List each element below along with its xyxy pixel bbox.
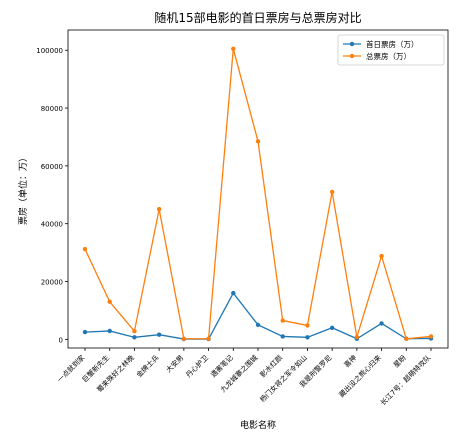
y-tick-label: 100000	[36, 47, 63, 55]
legend-box	[337, 34, 445, 66]
series-1-point	[255, 322, 261, 328]
series-1-point	[280, 334, 285, 339]
series-2-point	[428, 334, 434, 339]
series-1-point	[82, 329, 88, 335]
series-2-point	[132, 329, 137, 334]
x-tick-label: 遇害笔记	[209, 353, 235, 379]
legend-marker-1	[349, 41, 355, 47]
x-tick-label: 大安男	[164, 353, 185, 374]
series-2-point	[255, 139, 261, 144]
series-layer	[82, 46, 434, 342]
y-axis-ticks: 0 20000 40000 60000 80000 100000	[36, 47, 68, 344]
series-2-point	[181, 336, 187, 341]
legend: 首日票房（万） 总票房（万）	[337, 34, 445, 66]
legend-marker-2	[349, 53, 355, 59]
y-tick-label: 60000	[41, 163, 63, 171]
series-2-point	[329, 189, 335, 195]
y-tick-label: 20000	[41, 279, 63, 287]
y-tick-label: 0	[59, 336, 63, 344]
x-tick-label: 藏出没之熊心归来	[337, 353, 383, 399]
series-2-point	[107, 299, 112, 304]
series-1-point	[107, 328, 112, 334]
series-1-point	[156, 332, 162, 337]
x-tick-label: 喜神	[342, 353, 358, 369]
legend-label-1: 首日票房（万）	[366, 39, 419, 49]
series-line-2	[84, 48, 432, 340]
x-tick-label: 杨门女将之军令如山	[258, 353, 309, 404]
series-2-point	[354, 334, 360, 340]
series-2-point	[206, 336, 211, 341]
series-1-point	[329, 325, 335, 330]
series-1-point	[132, 335, 137, 340]
x-tick-label: 星盼	[392, 354, 408, 370]
series-2-point	[404, 336, 409, 341]
series-2-point	[82, 246, 88, 252]
chart-title: 随机15部电影的首日票房与总票房对比	[154, 10, 361, 25]
series-1-point	[379, 321, 384, 326]
series-1-point	[305, 335, 310, 340]
y-tick-label: 80000	[41, 105, 63, 113]
plot-frame	[67, 29, 449, 349]
series-2-point	[379, 253, 384, 259]
x-axis-label: 电影名称	[240, 419, 276, 431]
series-1-point	[231, 290, 236, 296]
x-tick-label: 影水红颜	[258, 353, 284, 379]
y-tick-label: 40000	[41, 221, 63, 229]
x-axis-ticks: 一点就到家巨蟹新先生蜀来殊好之林晚 金牌士兵 大安男 丹心护卫 遇害笔记九龙城寨之围城影…	[55, 348, 432, 407]
series-2-point	[305, 323, 310, 328]
y-axis-label: 票房（单位：万）	[17, 153, 29, 225]
series-2-point	[156, 207, 162, 212]
x-tick-label: 丹心护卫	[184, 353, 210, 379]
x-tick-label: 金牌士兵	[134, 353, 160, 379]
legend-label-2: 总票房（万）	[366, 51, 411, 61]
series-2-point	[231, 46, 236, 51]
series-2-point	[280, 318, 285, 323]
